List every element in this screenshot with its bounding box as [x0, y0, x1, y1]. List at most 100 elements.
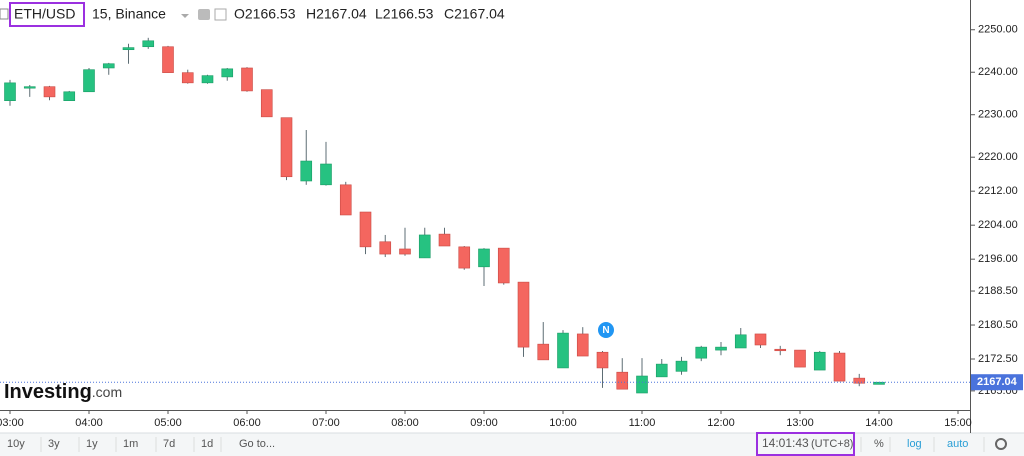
eye-icon[interactable] [198, 9, 210, 20]
news-marker-label[interactable]: N [602, 325, 609, 336]
candle-body [241, 67, 253, 92]
candle-body [833, 352, 846, 382]
candle-body [102, 63, 115, 69]
gear-icon[interactable] [995, 438, 1007, 450]
range-button[interactable]: 1d [201, 438, 213, 450]
toolbar-bg [0, 433, 1024, 456]
candle-body [359, 211, 372, 248]
range-button[interactable]: 1y [86, 438, 98, 450]
candle-body [655, 363, 668, 378]
x-tick-label: 11:00 [629, 417, 656, 429]
candle-body [280, 117, 293, 178]
candle-body [399, 248, 411, 255]
timezone[interactable]: (UTC+8) [811, 438, 853, 450]
candle-body [339, 184, 352, 216]
x-tick-label: 07:00 [312, 417, 340, 429]
last-price-label: 2167.04 [977, 376, 1018, 388]
ohlc-open: O2166.53 [234, 6, 296, 22]
candle-body [23, 86, 36, 89]
x-tick-label: 05:00 [154, 417, 182, 429]
candle-body [260, 89, 273, 118]
ohlc-close: C2167.04 [444, 6, 505, 22]
y-tick-label: 2180.50 [978, 319, 1018, 331]
candle-body [576, 333, 589, 357]
candle-body [596, 351, 609, 369]
y-tick-label: 2196.00 [978, 253, 1018, 265]
clock: 14:01:43 [762, 436, 809, 450]
dropdown-caret[interactable] [181, 14, 189, 18]
news-marker[interactable] [598, 322, 614, 338]
candle-body [794, 349, 806, 368]
watermark-brand: Investing.com [4, 381, 122, 403]
candle-body [695, 346, 708, 359]
last-price-tag [971, 374, 1023, 391]
x-tick-label: 09:00 [470, 417, 498, 429]
candle-body [478, 248, 490, 268]
candle-body [43, 86, 56, 98]
y-tick-label: 2204.00 [978, 219, 1018, 231]
chart-title: ETH/USD [14, 6, 75, 22]
candle-body [320, 163, 332, 186]
candle-body [537, 343, 550, 361]
candle-body [774, 348, 787, 352]
candle-body [162, 46, 174, 73]
watermark-suffix: .com [92, 384, 122, 400]
candle-body [715, 346, 727, 351]
settings-icon[interactable] [214, 8, 227, 21]
candle-body [734, 334, 747, 349]
candle-body [4, 82, 16, 101]
candle-body [616, 371, 629, 390]
x-tick-label: 13:00 [786, 417, 814, 429]
x-tick-label: 04:00 [75, 417, 103, 429]
candle-body [63, 91, 76, 101]
y-tick-label: 2220.00 [978, 151, 1018, 163]
x-tick-label: 15:00 [944, 417, 972, 429]
y-tick-label: 2250.00 [978, 24, 1018, 36]
range-button[interactable]: 1m [123, 438, 138, 450]
candle-body [181, 72, 194, 84]
x-tick-label: 12:00 [707, 417, 735, 429]
x-tick-label: 10:00 [549, 417, 577, 429]
ohlc-high: H2167.04 [306, 6, 367, 22]
log-toggle[interactable]: log [907, 438, 922, 450]
candle-body [754, 333, 767, 346]
candle-body [497, 247, 510, 284]
x-tick-label: 14:00 [865, 417, 893, 429]
chart-subtitle: 15, Binance [92, 6, 166, 22]
x-tick-label: 08:00 [391, 417, 419, 429]
candle-body [636, 375, 648, 394]
candle-body [201, 75, 214, 84]
candle-body [221, 68, 234, 78]
candle-body [418, 234, 431, 259]
candle-body [83, 69, 95, 93]
candle-body [813, 351, 826, 371]
candle-body [557, 332, 569, 369]
y-tick-label: 2172.50 [978, 353, 1018, 365]
candle-body [458, 246, 471, 269]
candle-body [438, 233, 451, 247]
percent-toggle[interactable]: % [874, 438, 884, 450]
ohlc-low: L2166.53 [375, 6, 434, 22]
y-tick-label: 2230.00 [978, 109, 1018, 121]
candle-body [379, 241, 392, 255]
title-highlight [9, 2, 85, 27]
candle-body [122, 47, 135, 51]
clock-highlight [756, 432, 855, 456]
y-tick-label: 2212.00 [978, 185, 1018, 197]
y-tick-label: 2240.00 [978, 66, 1018, 78]
candle-body [300, 160, 313, 182]
symbol-icon [0, 8, 9, 20]
x-tick-label: 03:00 [0, 417, 24, 429]
y-tick-label: 2188.50 [978, 285, 1018, 297]
x-tick-label: 06:00 [233, 417, 261, 429]
range-button[interactable]: 3y [48, 438, 60, 450]
auto-toggle[interactable]: auto [947, 438, 968, 450]
candle-body [517, 281, 530, 348]
range-button[interactable]: 7d [163, 438, 175, 450]
candle-body [675, 360, 688, 372]
range-button[interactable]: 10y [7, 438, 25, 450]
goto-button[interactable]: Go to... [239, 438, 275, 450]
candle-body [853, 377, 866, 384]
